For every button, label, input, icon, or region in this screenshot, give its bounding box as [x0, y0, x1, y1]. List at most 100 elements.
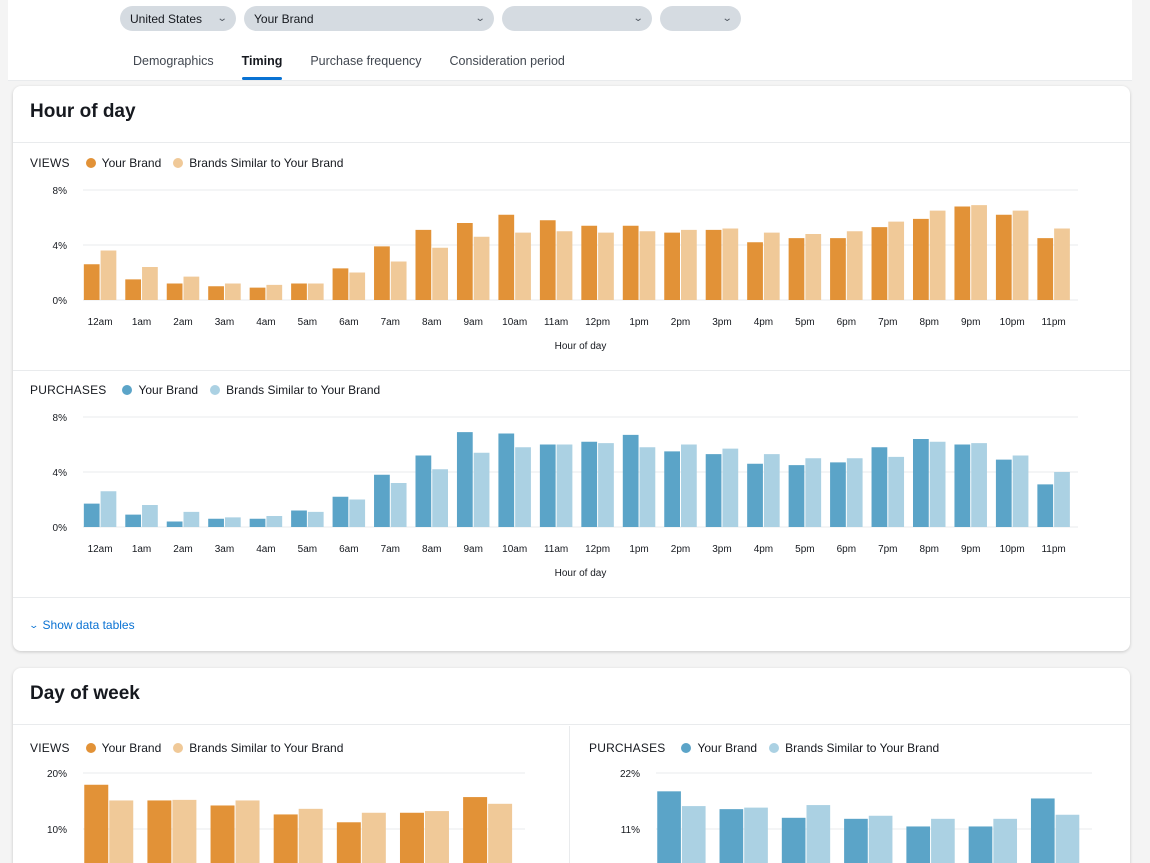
bar-your-brand	[249, 287, 266, 300]
x-tick-label: 10am	[502, 544, 527, 555]
bar-your-brand	[147, 800, 172, 863]
hour-purchases-chart: 0% 4% 8% 12am 1am 2am 3am 4am 5am 6am 7am 8am 9am 10a…	[53, 413, 1078, 579]
bar-similar-brands	[349, 272, 366, 300]
bar-your-brand	[912, 218, 929, 300]
bar-similar-brands	[349, 499, 366, 527]
legend-dot-similar-brands-icon	[769, 743, 780, 753]
bar-your-brand	[664, 451, 680, 527]
bar-similar-brands	[100, 491, 117, 527]
legend-label-your-brand: Your Brand	[101, 156, 162, 170]
tab-demographics[interactable]: Demographics	[133, 54, 214, 68]
bar-similar-brands	[266, 284, 283, 300]
x-tick-label: 2am	[173, 317, 192, 328]
bar-your-brand	[374, 474, 390, 527]
bar-similar-brands	[556, 444, 573, 527]
bar-your-brand	[539, 220, 556, 300]
x-tick-label: 9pm	[961, 317, 980, 328]
y-tick-label: 20%	[47, 769, 67, 780]
x-tick-label: 9am	[463, 544, 482, 555]
bar-your-brand	[622, 225, 639, 300]
y-tick-label: 4%	[53, 241, 68, 252]
bar-similar-brands	[307, 283, 324, 300]
legend-label-similar-brands: Brands Similar to Your Brand	[189, 156, 344, 170]
bar-your-brand	[705, 229, 722, 300]
top-panel: United States ⌄ Your Brand ⌄ ⌄ ⌄ Demogra…	[8, 0, 1132, 81]
bar-similar-brands	[424, 811, 449, 863]
show-data-tables-link[interactable]: ⌄ Show data tables	[28, 618, 134, 632]
filter-select-3[interactable]: ⌄	[502, 6, 652, 31]
bar-similar-brands	[805, 234, 822, 300]
country-select[interactable]: United States ⌄	[120, 6, 236, 31]
bar-your-brand	[871, 447, 888, 527]
bar-similar-brands	[473, 236, 490, 300]
bar-similar-brands	[639, 447, 656, 527]
bar-similar-brands	[1054, 228, 1070, 300]
tab-consideration-period[interactable]: Consideration period	[449, 54, 565, 68]
y-tick-label: 8%	[53, 413, 68, 424]
x-tick-label: 5pm	[795, 317, 814, 328]
day-of-week-title: Day of week	[13, 668, 1130, 725]
hour-views-legend: VIEWS Your Brand Brands Similar to Your …	[30, 156, 355, 170]
bar-your-brand	[747, 463, 763, 527]
legend-label-similar-brands: Brands Similar to Your Brand	[785, 741, 940, 755]
brand-select[interactable]: Your Brand ⌄	[244, 6, 494, 31]
bar-similar-brands	[722, 448, 739, 527]
bar-your-brand	[332, 268, 349, 300]
bar-similar-brands	[888, 221, 905, 300]
bar-your-brand	[622, 434, 639, 527]
x-tick-label: 12pm	[585, 317, 610, 328]
bar-similar-brands	[235, 800, 260, 863]
hour-of-day-card: Hour of day VIEWS Your Brand Brands Simi…	[13, 86, 1130, 651]
bar-similar-brands	[142, 267, 158, 300]
bar-similar-brands	[473, 452, 490, 527]
bar-similar-brands	[183, 276, 200, 300]
tab-timing[interactable]: Timing	[234, 54, 291, 80]
bar-your-brand	[415, 455, 432, 527]
x-tick-label: 7pm	[878, 317, 897, 328]
x-tick-label: 4pm	[754, 544, 773, 555]
hour-views-chart: 0% 4% 8% 12am 1am 2am 3am 4am 5am 6am 7am 8am 9am 10a…	[53, 186, 1078, 352]
bar-your-brand	[1037, 238, 1054, 300]
tab-purchase-frequency[interactable]: Purchase frequency	[310, 54, 422, 68]
bar-your-brand	[336, 822, 361, 863]
bar-similar-brands	[868, 815, 893, 863]
chevron-down-icon: ⌄	[28, 619, 40, 630]
bar-your-brand	[705, 454, 722, 527]
legend-label-your-brand: Your Brand	[138, 383, 199, 397]
x-tick-label: 12am	[88, 317, 113, 328]
bar-your-brand	[210, 805, 235, 863]
bar-your-brand	[954, 444, 971, 527]
legend-label-similar-brands: Brands Similar to Your Brand	[226, 383, 381, 397]
bar-your-brand	[539, 444, 556, 527]
filter-select-4[interactable]: ⌄	[660, 6, 741, 31]
bar-your-brand	[912, 439, 929, 527]
x-tick-label: 1am	[132, 317, 151, 328]
x-tick-label: 6pm	[837, 317, 856, 328]
bar-similar-brands	[971, 205, 987, 300]
bar-similar-brands	[1012, 455, 1029, 527]
y-tick-label: 22%	[620, 769, 640, 780]
x-tick-label: 3pm	[712, 317, 731, 328]
bar-similar-brands	[1054, 472, 1070, 527]
bar-similar-brands	[1012, 210, 1029, 300]
x-tick-label: 11pm	[1041, 317, 1065, 328]
divider	[13, 370, 1130, 371]
x-tick-label: 3pm	[712, 544, 731, 555]
x-tick-label: 7am	[381, 317, 400, 328]
bar-your-brand	[125, 279, 142, 300]
brand-select-value: Your Brand	[254, 11, 314, 26]
y-tick-label: 11%	[621, 825, 640, 836]
bar-your-brand	[664, 232, 680, 300]
bar-your-brand	[399, 812, 424, 863]
chevron-down-icon: ⌄	[721, 13, 733, 24]
hour-purchases-legend: PURCHASES Your Brand Brands Similar to Y…	[30, 383, 392, 397]
x-tick-label: 4am	[256, 317, 275, 328]
day-purchases-legend: PURCHASES Your Brand Brands Similar to Y…	[589, 741, 951, 755]
bar-your-brand	[332, 496, 349, 527]
y-tick-label: 8%	[53, 186, 68, 197]
bar-similar-brands	[929, 210, 946, 300]
bar-your-brand	[830, 462, 846, 527]
x-tick-label: 2pm	[671, 544, 690, 555]
bar-your-brand	[1037, 484, 1054, 527]
bar-your-brand	[456, 223, 473, 300]
